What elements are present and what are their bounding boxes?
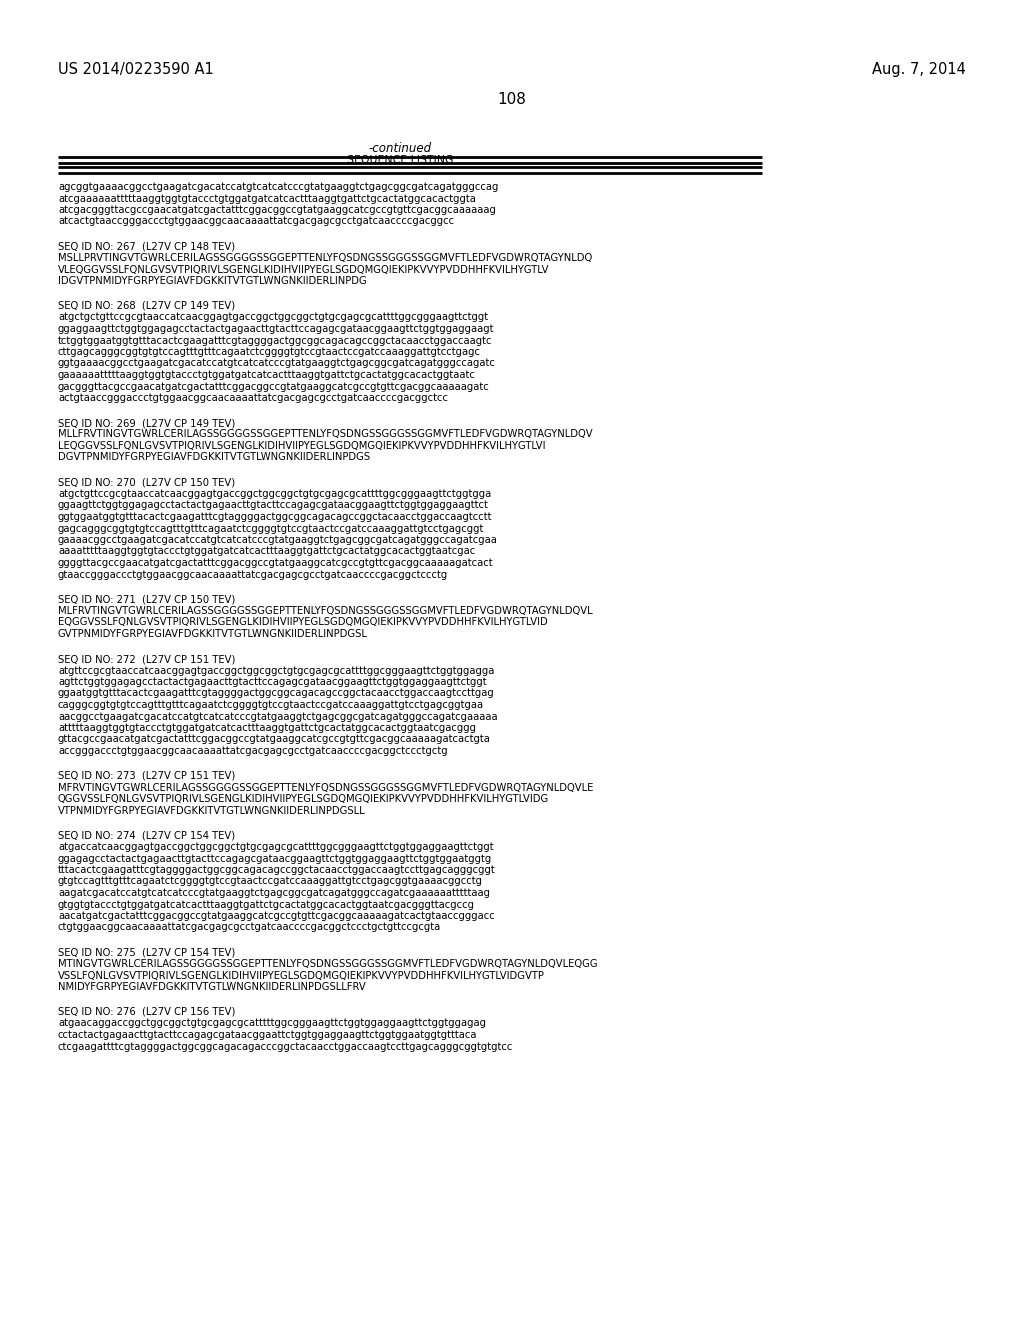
- Text: gaaaacggcctgaagatcgacatccatgtcatcatcccgtatgaaggtctgagcggcgatcagatgggccagatcgaa: gaaaacggcctgaagatcgacatccatgtcatcatcccgt…: [58, 535, 498, 545]
- Text: 108: 108: [498, 92, 526, 107]
- Text: atcactgtaaccgggaccctgtggaacggcaacaaaattatcgacgagcgcctgatcaaccccgacggcc: atcactgtaaccgggaccctgtggaacggcaacaaaatta…: [58, 216, 454, 227]
- Text: ggtgaaaacggcctgaagatcgacatccatgtcatcatcccgtatgaaggtctgagcggcgatcagatgggccagatc: ggtgaaaacggcctgaagatcgacatccatgtcatcatcc…: [58, 359, 496, 368]
- Text: NMIDYFGRPYEGIAVFDGKKITVTGTLWNGNKIIDERLINPDGSLLFRV: NMIDYFGRPYEGIAVFDGKKITVTGTLWNGNKIIDERLIN…: [58, 982, 366, 993]
- Text: SEQ ID NO: 267  (L27V CP 148 TEV): SEQ ID NO: 267 (L27V CP 148 TEV): [58, 242, 236, 252]
- Text: agttctggtggagagcctactactgagaacttgtacttccagagcgataacggaagttctggtggaggaagttctggt: agttctggtggagagcctactactgagaacttgtacttcc…: [58, 677, 486, 686]
- Text: atttttaaggtggtgtaccctgtggatgatcatcactttaaggtgattctgcactatggcacactggtaatcgacggg: atttttaaggtggtgtaccctgtggatgatcatcacttta…: [58, 723, 476, 733]
- Text: gtaaccgggaccctgtggaacggcaacaaaattatcgacgagcgcctgatcaaccccgacggctccctg: gtaaccgggaccctgtggaacggcaacaaaattatcgacg…: [58, 569, 449, 579]
- Text: MLFRVTINGVTGWRLCERILAGSSGGGGSSGGEPTTENLYFQSDNGSSGGGSSGGMVFTLEDFVGDWRQTAGYNLDQVL: MLFRVTINGVTGWRLCERILAGSSGGGGSSGGEPTTENLY…: [58, 606, 593, 616]
- Text: gtggtgtaccctgtggatgatcatcactttaaggtgattctgcactatggcacactggtaatcgacgggttacgccg: gtggtgtaccctgtggatgatcatcactttaaggtgattc…: [58, 899, 475, 909]
- Text: tctggtggaatggtgtttacactcgaagatttcgtaggggactggcggcagacagccggctacaacctggaccaagtc: tctggtggaatggtgtttacactcgaagatttcgtagggg…: [58, 335, 493, 346]
- Text: gaaaaaatttttaaggtggtgtaccctgtggatgatcatcactttaaggtgattctgcactatggcacactggtaatc: gaaaaaatttttaaggtggtgtaccctgtggatgatcatc…: [58, 370, 476, 380]
- Text: SEQ ID NO: 273  (L27V CP 151 TEV): SEQ ID NO: 273 (L27V CP 151 TEV): [58, 771, 236, 781]
- Text: Aug. 7, 2014: Aug. 7, 2014: [872, 62, 966, 77]
- Text: MFRVTINGVTGWRLCERILAGSSGGGGSSGGEPTTENLYFQSDNGSSGGGSSGGMVFTLEDFVGDWRQTAGYNLDQVLE: MFRVTINGVTGWRLCERILAGSSGGGGSSGGEPTTENLYF…: [58, 783, 593, 792]
- Text: IDGVTPNMIDYFGRPYEGIAVFDGKKITVTGTLWNGNKIIDERLINPDG: IDGVTPNMIDYFGRPYEGIAVFDGKKITVTGTLWNGNKII…: [58, 276, 367, 286]
- Text: cttgagcagggcggtgtgtccagtttgtttcagaatctcggggtgtccgtaactccgatccaaaggattgtcctgagc: cttgagcagggcggtgtgtccagtttgtttcagaatctcg…: [58, 347, 481, 356]
- Text: GVTPNMIDYFGRPYEGIAVFDGKKITVTGTLWNGNKIIDERLINPDGSL: GVTPNMIDYFGRPYEGIAVFDGKKITVTGTLWNGNKIIDE…: [58, 630, 368, 639]
- Text: ggtggaatggtgtttacactcgaagatttcgtaggggactggcggcagacagccggctacaacctggaccaagtcctt: ggtggaatggtgtttacactcgaagatttcgtaggggact…: [58, 512, 493, 521]
- Text: gttacgccgaacatgatcgactatttcggacggccgtatgaaggcatcgccgtgttcgacggcaaaaagatcactgta: gttacgccgaacatgatcgactatttcggacggccgtatg…: [58, 734, 490, 744]
- Text: ctgtggaacggcaacaaaattatcgacgagcgcctgatcaaccccgacggctccctgctgttccgcgta: ctgtggaacggcaacaaaattatcgacgagcgcctgatca…: [58, 923, 441, 932]
- Text: atgttccgcgtaaccatcaacggagtgaccggctggcggctgtgcgagcgcattttggcgggaagttctggtggagga: atgttccgcgtaaccatcaacggagtgaccggctggcggc…: [58, 665, 495, 676]
- Text: aagatcgacatccatgtcatcatcccgtatgaaggtctgagcggcgatcagatgggccagatcgaaaaaatttttaag: aagatcgacatccatgtcatcatcccgtatgaaggtctga…: [58, 888, 490, 898]
- Text: atgctgttccgcgtaaccatcaacggagtgaccggctggcggctgtgcgagcgcattttggcgggaagttctggtgga: atgctgttccgcgtaaccatcaacggagtgaccggctggc…: [58, 488, 492, 499]
- Text: SEQ ID NO: 276  (L27V CP 156 TEV): SEQ ID NO: 276 (L27V CP 156 TEV): [58, 1007, 236, 1016]
- Text: gacgggttacgccgaacatgatcgactatttcggacggccgtatgaaggcatcgccgtgttcgacggcaaaaagatc: gacgggttacgccgaacatgatcgactatttcggacggcc…: [58, 381, 489, 392]
- Text: VSSLFQNLGVSVTPIQRIVLSGENGLKIDIHVIIPYEGLSGDQMGQIEKIPKVVYPVDDHHFKVILHYGTLVIDGVTP: VSSLFQNLGVSVTPIQRIVLSGENGLKIDIHVIIPYEGLS…: [58, 970, 545, 981]
- Text: gagcagggcggtgtgtccagtttgtttcagaatctcggggtgtccgtaactccgatccaaaggattgtcctgagcggt: gagcagggcggtgtgtccagtttgtttcagaatctcgggg…: [58, 524, 484, 533]
- Text: SEQUENCE LISTING: SEQUENCE LISTING: [347, 154, 454, 165]
- Text: ggaatggtgtttacactcgaagatttcgtaggggactggcggcagacagccggctacaacctggaccaagtccttgag: ggaatggtgtttacactcgaagatttcgtaggggactggc…: [58, 689, 495, 698]
- Text: gtgtccagtttgtttcagaatctcggggtgtccgtaactccgatccaaaggattgtcctgagcggtgaaaacggcctg: gtgtccagtttgtttcagaatctcggggtgtccgtaactc…: [58, 876, 483, 887]
- Text: -continued: -continued: [369, 143, 431, 154]
- Text: VTPNMIDYFGRPYEGIAVFDGKKITVTGTLWNGNKIIDERLINPDGSLL: VTPNMIDYFGRPYEGIAVFDGKKITVTGTLWNGNKIIDER…: [58, 805, 366, 816]
- Text: EQGGVSSLFQNLGVSVTPIQRIVLSGENGLKIDIHVIIPYEGLSGDQMGQIEKIPKVVYPVDDHHFKVILHYGTLVID: EQGGVSSLFQNLGVSVTPIQRIVLSGENGLKIDIHVIIPY…: [58, 618, 548, 627]
- Text: atgctgctgttccgcgtaaccatcaacggagtgaccggctggcggctgtgcgagcgcattttggcgggaagttctggt: atgctgctgttccgcgtaaccatcaacggagtgaccggct…: [58, 313, 488, 322]
- Text: atgaccatcaacggagtgaccggctggcggctgtgcgagcgcattttggcgggaagttctggtggaggaagttctggt: atgaccatcaacggagtgaccggctggcggctgtgcgagc…: [58, 842, 494, 851]
- Text: VLEQGGVSSLFQNLGVSVTPIQRIVLSGENGLKIDIHVIIPYEGLSGDQMGQIEKIPKVVYPVDDHHFKVILHYGTLV: VLEQGGVSSLFQNLGVSVTPIQRIVLSGENGLKIDIHVII…: [58, 264, 550, 275]
- Text: SEQ ID NO: 271  (L27V CP 150 TEV): SEQ ID NO: 271 (L27V CP 150 TEV): [58, 594, 236, 605]
- Text: SEQ ID NO: 270  (L27V CP 150 TEV): SEQ ID NO: 270 (L27V CP 150 TEV): [58, 478, 236, 487]
- Text: SEQ ID NO: 268  (L27V CP 149 TEV): SEQ ID NO: 268 (L27V CP 149 TEV): [58, 301, 236, 312]
- Text: QGGVSSLFQNLGVSVTPIQRIVLSGENGLKIDIHVIIPYEGLSGDQMGQIEKIPKVVYPVDDHHFKVILHYGTLVIDG: QGGVSSLFQNLGVSVTPIQRIVLSGENGLKIDIHVIIPYE…: [58, 795, 549, 804]
- Text: aacatgatcgactatttcggacggccgtatgaaggcatcgccgtgttcgacggcaaaaagatcactgtaaccgggacc: aacatgatcgactatttcggacggccgtatgaaggcatcg…: [58, 911, 495, 921]
- Text: aaaatttttaaggtggtgtaccctgtggatgatcatcactttaaggtgattctgcactatggcacactggtaatcgac: aaaatttttaaggtggtgtaccctgtggatgatcatcact…: [58, 546, 475, 557]
- Text: cctactactgagaacttgtacttccagagcgataacggaattctggtggaggaagttctggtggaatggtgtttaca: cctactactgagaacttgtacttccagagcgataacggaa…: [58, 1030, 477, 1040]
- Text: ggagagcctactactgagaacttgtacttccagagcgataacggaagttctggtggaggaagttctggtggaatggtg: ggagagcctactactgagaacttgtacttccagagcgata…: [58, 854, 493, 863]
- Text: DGVTPNMIDYFGRPYEGIAVFDGKKITVTGTLWNGNKIIDERLINPDGS: DGVTPNMIDYFGRPYEGIAVFDGKKITVTGTLWNGNKIID…: [58, 453, 370, 462]
- Text: MTINGVTGWRLCERILAGSSGGGGSSGGEPTTENLYFQSDNGSSGGGSSGGMVFTLEDFVGDWRQTAGYNLDQVLEQGG: MTINGVTGWRLCERILAGSSGGGGSSGGEPTTENLYFQSD…: [58, 960, 598, 969]
- Text: LEQGGVSSLFQNLGVSVTPIQRIVLSGENGLKIDIHVIIPYEGLSGDQMGQIEKIPKVVYPVDDHHFKVILHYGTLVI: LEQGGVSSLFQNLGVSVTPIQRIVLSGENGLKIDIHVIIP…: [58, 441, 546, 451]
- Text: MSLLPRVTINGVTGWRLCERILAGSSGGGGSSGGEPTTENLYFQSDNGSSGGGSSGGMVFTLEDFVGDWRQTAGYNLDQ: MSLLPRVTINGVTGWRLCERILAGSSGGGGSSGGEPTTEN…: [58, 253, 592, 263]
- Text: ggaagttctggtggagagcctactactgagaacttgtacttccagagcgataacggaagttctggtggaggaagttct: ggaagttctggtggagagcctactactgagaacttgtact…: [58, 500, 488, 511]
- Text: ggaggaagttctggtggagagcctactactgagaacttgtacttccagagcgataacggaagttctggtggaggaagt: ggaggaagttctggtggagagcctactactgagaacttgt…: [58, 323, 495, 334]
- Text: atcgaaaaaatttttaaggtggtgtaccctgtggatgatcatcactttaaggtgattctgcactatggcacactggta: atcgaaaaaatttttaaggtggtgtaccctgtggatgatc…: [58, 194, 476, 203]
- Text: SEQ ID NO: 269  (L27V CP 149 TEV): SEQ ID NO: 269 (L27V CP 149 TEV): [58, 418, 236, 428]
- Text: ggggttacgccgaacatgatcgactatttcggacggccgtatgaaggcatcgccgtgttcgacggcaaaaagatcact: ggggttacgccgaacatgatcgactatttcggacggccgt…: [58, 558, 494, 568]
- Text: MLLFRVTINGVTGWRLCERILAGSSGGGGSSGGEPTTENLYFQSDNGSSGGGSSGGMVFTLEDFVGDWRQTAGYNLDQV: MLLFRVTINGVTGWRLCERILAGSSGGGGSSGGEPTTENL…: [58, 429, 593, 440]
- Text: aacggcctgaagatcgacatccatgtcatcatcccgtatgaaggtctgagcggcgatcagatgggccagatcgaaaaa: aacggcctgaagatcgacatccatgtcatcatcccgtatg…: [58, 711, 498, 722]
- Text: tttacactcgaagatttcgtaggggactggcggcagacagccggctacaacctggaccaagtccttgagcagggcggt: tttacactcgaagatttcgtaggggactggcggcagacag…: [58, 865, 496, 875]
- Text: accgggaccctgtggaacggcaacaaaattatcgacgagcgcctgatcaaccccgacggctccctgctg: accgggaccctgtggaacggcaacaaaattatcgacgagc…: [58, 746, 447, 756]
- Text: ctcgaagattttcgtaggggactggcggcagacagacccggctacaacctggaccaagtccttgagcagggcggtgtgtc: ctcgaagattttcgtaggggactggcggcagacagacccg…: [58, 1041, 513, 1052]
- Text: actgtaaccgggaccctgtggaacggcaacaaaattatcgacgagcgcctgatcaaccccgacggctcc: actgtaaccgggaccctgtggaacggcaacaaaattatcg…: [58, 393, 449, 403]
- Text: atgaacaggaccggctggcggctgtgcgagcgcatttttggcgggaagttctggtggaggaagttctggtggagag: atgaacaggaccggctggcggctgtgcgagcgcatttttg…: [58, 1019, 486, 1028]
- Text: agcggtgaaaacggcctgaagatcgacatccatgtcatcatcccgtatgaaggtctgagcggcgatcagatgggccag: agcggtgaaaacggcctgaagatcgacatccatgtcatca…: [58, 182, 499, 191]
- Text: US 2014/0223590 A1: US 2014/0223590 A1: [58, 62, 214, 77]
- Text: atcgacgggttacgccgaacatgatcgactatttcggacggccgtatgaaggcatcgccgtgttcgacggcaaaaaag: atcgacgggttacgccgaacatgatcgactatttcggacg…: [58, 205, 496, 215]
- Text: SEQ ID NO: 274  (L27V CP 154 TEV): SEQ ID NO: 274 (L27V CP 154 TEV): [58, 830, 236, 841]
- Text: cagggcggtgtgtccagtttgtttcagaatctcggggtgtccgtaactccgatccaaaggattgtcctgagcggtgaa: cagggcggtgtgtccagtttgtttcagaatctcggggtgt…: [58, 700, 484, 710]
- Text: SEQ ID NO: 275  (L27V CP 154 TEV): SEQ ID NO: 275 (L27V CP 154 TEV): [58, 948, 236, 957]
- Text: SEQ ID NO: 272  (L27V CP 151 TEV): SEQ ID NO: 272 (L27V CP 151 TEV): [58, 653, 236, 664]
